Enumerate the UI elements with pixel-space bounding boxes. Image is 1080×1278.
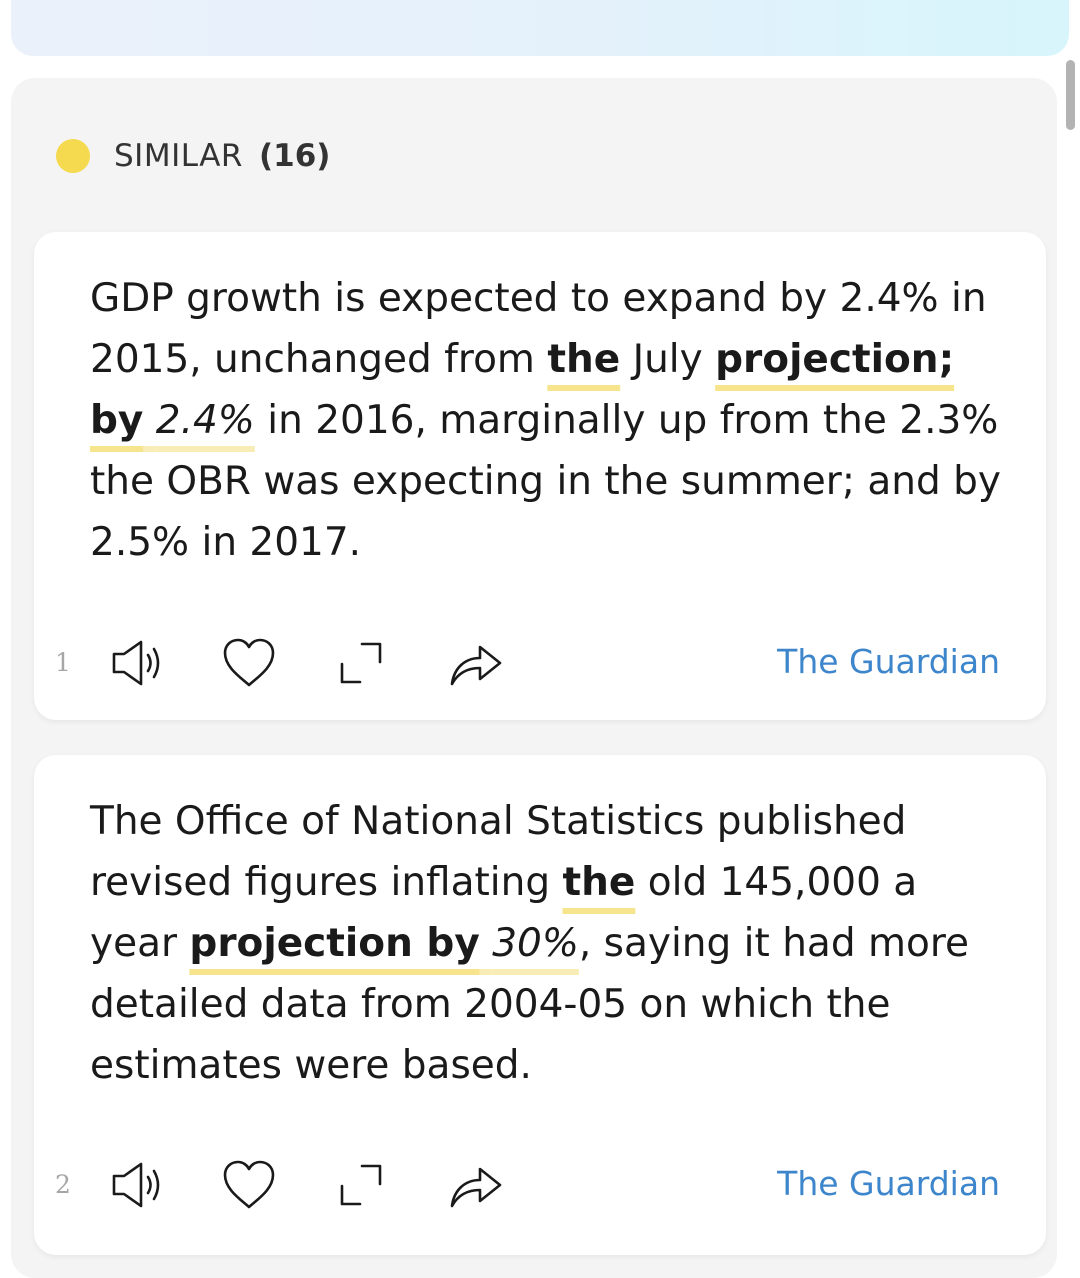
- speaker-button[interactable]: [106, 632, 168, 694]
- like-button[interactable]: [218, 1154, 280, 1216]
- similar-count: (16): [258, 138, 331, 174]
- matched-value: 2.4%: [155, 398, 255, 443]
- share-button[interactable]: [444, 632, 506, 694]
- matched-word: the: [547, 337, 621, 382]
- sentence-text: The Office of National Statistics publis…: [90, 799, 907, 905]
- sentence-text: [480, 921, 492, 966]
- sentence-text: July: [620, 337, 716, 382]
- expand-button[interactable]: [330, 1154, 392, 1216]
- result-actions: 2 The Guardian: [34, 1154, 1046, 1216]
- sentence-text: , saying it had more detailed data from …: [90, 921, 969, 1088]
- matched-word: projection by: [189, 921, 480, 966]
- result-index: 1: [55, 648, 71, 677]
- speaker-button[interactable]: [106, 1154, 168, 1216]
- result-actions: 1 The Guardian: [34, 632, 1046, 694]
- result-card: The Office of National Statistics publis…: [34, 755, 1046, 1255]
- result-sentence[interactable]: The Office of National Statistics publis…: [90, 791, 1010, 1096]
- result-index: 2: [55, 1170, 71, 1199]
- sentence-text: GDP growth is expected to expand by 2.4%…: [90, 276, 987, 382]
- sentence-text: old 145,000 a year: [90, 860, 918, 966]
- similar-title: SIMILAR: [114, 138, 243, 174]
- scrollbar[interactable]: [1062, 60, 1080, 140]
- heart-icon: [223, 1160, 275, 1209]
- heart-icon: [223, 638, 275, 687]
- scrollbar-thumb[interactable]: [1066, 60, 1075, 130]
- source-link[interactable]: The Guardian: [777, 1164, 1000, 1203]
- expand-icon: [340, 1164, 382, 1206]
- sentence-text: in 2016, marginally up from the 2.3% the…: [90, 398, 1001, 565]
- similar-dot-icon: [56, 139, 90, 173]
- result-sentence[interactable]: GDP growth is expected to expand by 2.4%…: [90, 268, 1010, 573]
- matched-word: the: [562, 860, 636, 905]
- expand-button[interactable]: [330, 632, 392, 694]
- share-icon: [450, 1167, 502, 1208]
- similar-header: SIMILAR (16): [56, 132, 330, 180]
- top-panel: [11, 0, 1069, 56]
- expand-icon: [340, 642, 382, 684]
- share-icon: [450, 645, 502, 686]
- like-button[interactable]: [218, 632, 280, 694]
- source-link[interactable]: The Guardian: [777, 642, 1000, 681]
- speaker-icon: [112, 1162, 160, 1208]
- speaker-icon: [112, 640, 160, 686]
- result-card: GDP growth is expected to expand by 2.4%…: [34, 232, 1046, 720]
- matched-value: 30%: [492, 921, 579, 966]
- matched-word: projection; by: [90, 337, 955, 443]
- share-button[interactable]: [444, 1154, 506, 1216]
- sentence-text: [143, 398, 155, 443]
